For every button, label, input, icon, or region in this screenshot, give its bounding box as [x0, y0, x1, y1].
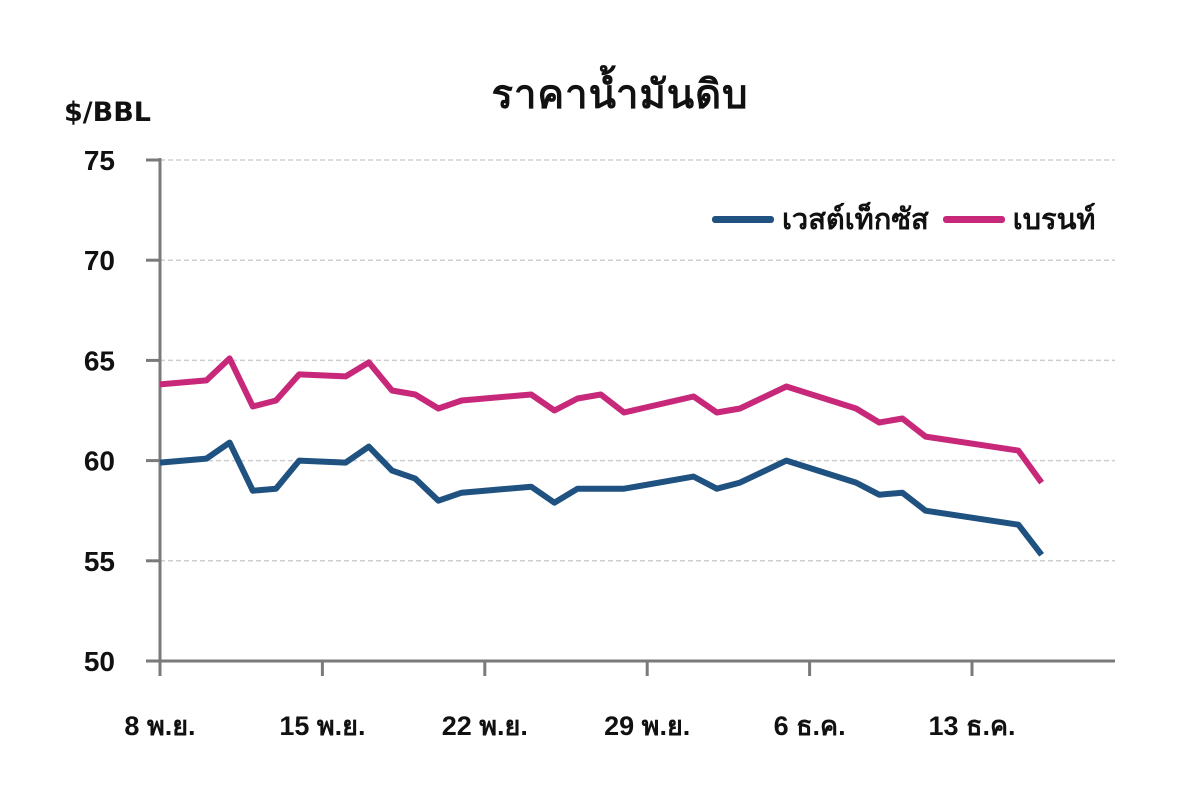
legend-label-wti: เวสต์เท็กซัส	[782, 202, 929, 236]
legend: เวสต์เท็กซัส เบรนท์	[712, 196, 1110, 242]
y-tick-label: 60	[84, 446, 115, 477]
x-tick-label: 22 พ.ย.	[442, 711, 528, 741]
x-axis-ticks: 8 พ.ย. 15 พ.ย. 22 พ.ย. 29 พ.ย. 6 ธ.ค. 13 ธ.ค.	[124, 711, 1015, 741]
legend-item-wti: เวสต์เท็กซัส	[712, 196, 929, 242]
legend-swatch-brent	[942, 215, 1005, 223]
y-tick-label: 70	[84, 245, 115, 276]
y-tick-label: 55	[84, 546, 115, 577]
x-tick-label: 13 ธ.ค.	[928, 711, 1015, 741]
legend-item-brent: เบรนท์	[942, 196, 1096, 242]
x-tick-label: 29 พ.ย.	[604, 711, 690, 741]
x-tick-label: 15 พ.ย.	[279, 711, 365, 741]
legend-label-brent: เบรนท์	[1012, 202, 1096, 236]
gridlines	[160, 159, 1115, 562]
axes	[146, 158, 1115, 676]
wti-price-line	[159, 439, 1044, 557]
x-tick-label: 8 พ.ย.	[124, 711, 195, 741]
brent-price-line	[159, 355, 1045, 485]
series-lines	[159, 355, 1045, 557]
y-tick-label: 75	[84, 145, 115, 176]
y-tick-label: 65	[84, 345, 115, 376]
y-axis-unit-label: $/BBL	[64, 97, 152, 128]
chart-title: ราคาน้ำมันดิบ	[491, 72, 749, 118]
y-tick-label: 50	[84, 646, 115, 677]
x-tick-label: 6 ธ.ค.	[774, 711, 846, 741]
legend-swatch-wti	[712, 215, 774, 223]
y-axis-ticks: 50 55 60 65 70 75	[84, 145, 115, 677]
